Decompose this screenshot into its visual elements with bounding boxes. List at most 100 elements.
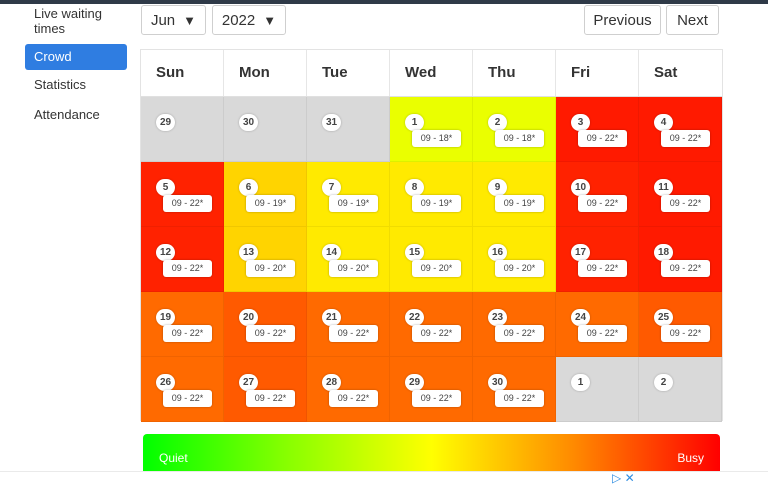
weekday-header-row: Sun Mon Tue Wed Thu Fri Sat <box>141 50 722 97</box>
day-number-badge: 23 <box>488 309 507 326</box>
opening-hours-label: 09 - 22* <box>578 130 627 147</box>
day-number-badge: 16 <box>488 244 507 261</box>
day-number-badge: 19 <box>156 309 175 326</box>
opening-hours-label: 09 - 22* <box>661 130 710 147</box>
opening-hours-label: 09 - 18* <box>495 130 544 147</box>
calendar-day-cell[interactable]: 12 09 - 22* <box>141 227 224 292</box>
sidebar-item-attendance[interactable]: Attendance <box>34 107 100 122</box>
calendar-week-row: 19 09 - 22* 20 09 - 22* 21 09 - 22* 22 09 - 22*… <box>141 292 722 357</box>
day-number-badge: 24 <box>571 309 590 326</box>
day-number-badge: 1 <box>571 374 590 391</box>
sidebar-item-crowd-calendar[interactable]: Crowd calendar <box>25 44 127 90</box>
calendar-day-cell[interactable]: 27 09 - 22* <box>224 357 307 422</box>
day-number-badge: 3 <box>571 114 590 131</box>
calendar-day-cell[interactable]: 20 09 - 22* <box>224 292 307 357</box>
crowd-calendar-grid: Sun Mon Tue Wed Thu Fri Sat 29 30 31 1 09 - … <box>140 49 723 422</box>
weekday-wed: Wed <box>390 50 473 96</box>
sidebar-item-live-waiting-times[interactable]: Live waiting times <box>34 6 102 36</box>
legend-busy-label: Busy <box>677 451 704 465</box>
calendar-day-cell[interactable]: 7 09 - 19* <box>307 162 390 227</box>
calendar-day-cell[interactable]: 2 09 - 18* <box>473 97 556 162</box>
ad-banner <box>0 471 768 497</box>
calendar-day-cell[interactable]: 13 09 - 20* <box>224 227 307 292</box>
opening-hours-label: 09 - 22* <box>578 195 627 212</box>
calendar-day-cell[interactable]: 2 <box>639 357 722 422</box>
opening-hours-label: 09 - 22* <box>163 325 212 342</box>
chevron-down-icon: ▼ <box>263 12 277 28</box>
opening-hours-label: 09 - 19* <box>246 195 295 212</box>
year-select[interactable]: 2022 ▼ <box>212 5 286 35</box>
opening-hours-label: 09 - 20* <box>329 260 378 277</box>
day-number-badge: 5 <box>156 179 175 196</box>
weekday-sun: Sun <box>141 50 224 96</box>
calendar-day-cell[interactable]: 1 <box>556 357 639 422</box>
opening-hours-label: 09 - 20* <box>412 260 461 277</box>
calendar-day-cell[interactable]: 29 09 - 22* <box>390 357 473 422</box>
calendar-day-cell[interactable]: 28 09 - 22* <box>307 357 390 422</box>
opening-hours-label: 09 - 22* <box>578 325 627 342</box>
calendar-day-cell[interactable]: 25 09 - 22* <box>639 292 722 357</box>
calendar-day-cell[interactable]: 8 09 - 19* <box>390 162 473 227</box>
weekday-fri: Fri <box>556 50 639 96</box>
calendar-day-cell[interactable]: 14 09 - 20* <box>307 227 390 292</box>
day-number-badge: 4 <box>654 114 673 131</box>
day-number-badge: 7 <box>322 179 341 196</box>
calendar-day-cell[interactable]: 4 09 - 22* <box>639 97 722 162</box>
calendar-day-cell[interactable]: 10 09 - 22* <box>556 162 639 227</box>
calendar-day-cell[interactable]: 9 09 - 19* <box>473 162 556 227</box>
calendar-day-cell[interactable]: 17 09 - 22* <box>556 227 639 292</box>
calendar-day-cell[interactable]: 30 09 - 22* <box>473 357 556 422</box>
calendar-week-row: 12 09 - 22* 13 09 - 20* 14 09 - 20* 15 09 - 20*… <box>141 227 722 292</box>
opening-hours-label: 09 - 22* <box>246 390 295 407</box>
day-number-badge: 9 <box>488 179 507 196</box>
opening-hours-label: 09 - 19* <box>495 195 544 212</box>
previous-button[interactable]: Previous <box>584 5 661 35</box>
calendar-week-row: 29 30 31 1 09 - 18* 2 09 - 18* 3 09 - 22* 4 09 - 2… <box>141 97 722 162</box>
day-number-badge: 2 <box>654 374 673 391</box>
day-number-badge: 11 <box>654 179 673 196</box>
calendar-day-cell[interactable]: 16 09 - 20* <box>473 227 556 292</box>
day-number-badge: 28 <box>322 374 341 391</box>
calendar-day-cell[interactable]: 3 09 - 22* <box>556 97 639 162</box>
ad-close-icon[interactable]: ✕ <box>624 471 635 485</box>
day-number-badge: 6 <box>239 179 258 196</box>
calendar-day-cell[interactable]: 23 09 - 22* <box>473 292 556 357</box>
calendar-week-row: 5 09 - 22* 6 09 - 19* 7 09 - 19* 8 09 - 19* 9 09 … <box>141 162 722 227</box>
opening-hours-label: 09 - 22* <box>412 390 461 407</box>
calendar-day-cell[interactable]: 11 09 - 22* <box>639 162 722 227</box>
month-select-value: Jun <box>150 11 176 29</box>
calendar-day-cell[interactable]: 15 09 - 20* <box>390 227 473 292</box>
ad-play-icon[interactable]: ▷ <box>612 471 622 485</box>
calendar-day-cell[interactable]: 30 <box>224 97 307 162</box>
chevron-down-icon: ▼ <box>183 12 197 28</box>
calendar-day-cell[interactable]: 31 <box>307 97 390 162</box>
day-number-badge: 13 <box>239 244 258 261</box>
calendar-day-cell[interactable]: 24 09 - 22* <box>556 292 639 357</box>
calendar-day-cell[interactable]: 1 09 - 18* <box>390 97 473 162</box>
calendar-day-cell[interactable]: 29 <box>141 97 224 162</box>
day-number-badge: 14 <box>322 244 341 261</box>
calendar-day-cell[interactable]: 18 09 - 22* <box>639 227 722 292</box>
calendar-day-cell[interactable]: 21 09 - 22* <box>307 292 390 357</box>
calendar-day-cell[interactable]: 5 09 - 22* <box>141 162 224 227</box>
calendar-week-row: 26 09 - 22* 27 09 - 22* 28 09 - 22* 29 09 - 22*… <box>141 357 722 422</box>
weekday-mon: Mon <box>224 50 307 96</box>
opening-hours-label: 09 - 18* <box>412 130 461 147</box>
calendar-day-cell[interactable]: 6 09 - 19* <box>224 162 307 227</box>
day-number-badge: 2 <box>488 114 507 131</box>
day-number-badge: 10 <box>571 179 590 196</box>
weekday-thu: Thu <box>473 50 556 96</box>
year-select-value: 2022 <box>221 11 256 29</box>
calendar-day-cell[interactable]: 19 09 - 22* <box>141 292 224 357</box>
opening-hours-label: 09 - 20* <box>495 260 544 277</box>
calendar-day-cell[interactable]: 22 09 - 22* <box>390 292 473 357</box>
day-number-badge: 17 <box>571 244 590 261</box>
sidebar-item-statistics[interactable]: Statistics <box>34 77 87 92</box>
calendar-day-cell[interactable]: 26 09 - 22* <box>141 357 224 422</box>
day-number-badge: 25 <box>654 309 673 326</box>
day-number-badge: 8 <box>405 179 424 196</box>
top-bar <box>0 0 768 4</box>
next-button[interactable]: Next <box>666 5 719 35</box>
month-select[interactable]: Jun ▼ <box>141 5 206 35</box>
opening-hours-label: 09 - 22* <box>661 325 710 342</box>
